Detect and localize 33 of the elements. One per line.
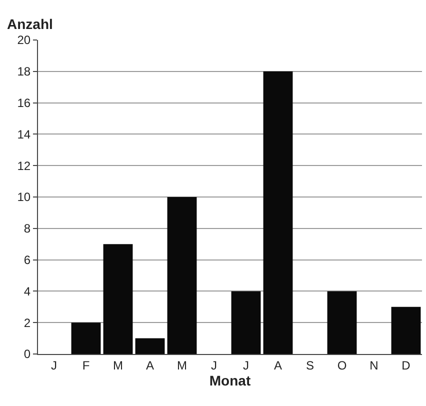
bar [71, 322, 101, 354]
y-tick-label: 0 [24, 347, 31, 362]
x-tick-label: S [306, 358, 314, 372]
y-tick-label: 20 [17, 33, 31, 48]
bar [167, 197, 197, 354]
y-axis-title: Anzahl [7, 16, 53, 32]
y-tick-label: 16 [17, 96, 31, 110]
bar [135, 338, 165, 354]
x-tick-label: F [82, 358, 90, 372]
x-tick-label: D [402, 358, 411, 372]
y-tick-label: 2 [24, 316, 31, 330]
x-tick-label: J [51, 358, 57, 372]
x-tick-label: M [177, 358, 187, 372]
y-tick-label: 10 [17, 190, 31, 204]
x-tick-label: A [274, 358, 282, 372]
bar [327, 291, 357, 354]
y-tick-label: 6 [24, 253, 31, 267]
bar [263, 71, 293, 354]
bar [231, 291, 261, 354]
x-tick-label: M [113, 358, 123, 372]
y-tick-label: 18 [17, 64, 31, 79]
bar [391, 306, 421, 354]
x-axis-title: Monat [209, 372, 251, 389]
x-tick-label: A [146, 358, 154, 372]
x-tick-label: J [243, 358, 249, 372]
y-tick-label: 14 [17, 127, 31, 142]
x-tick-label: N [370, 358, 378, 372]
bar [103, 244, 133, 354]
y-tick-label: 4 [24, 284, 31, 298]
x-tick-label: O [337, 358, 347, 372]
y-tick-label: 12 [17, 158, 31, 173]
x-tick-label: J [211, 358, 217, 372]
y-tick-label: 8 [24, 222, 31, 236]
